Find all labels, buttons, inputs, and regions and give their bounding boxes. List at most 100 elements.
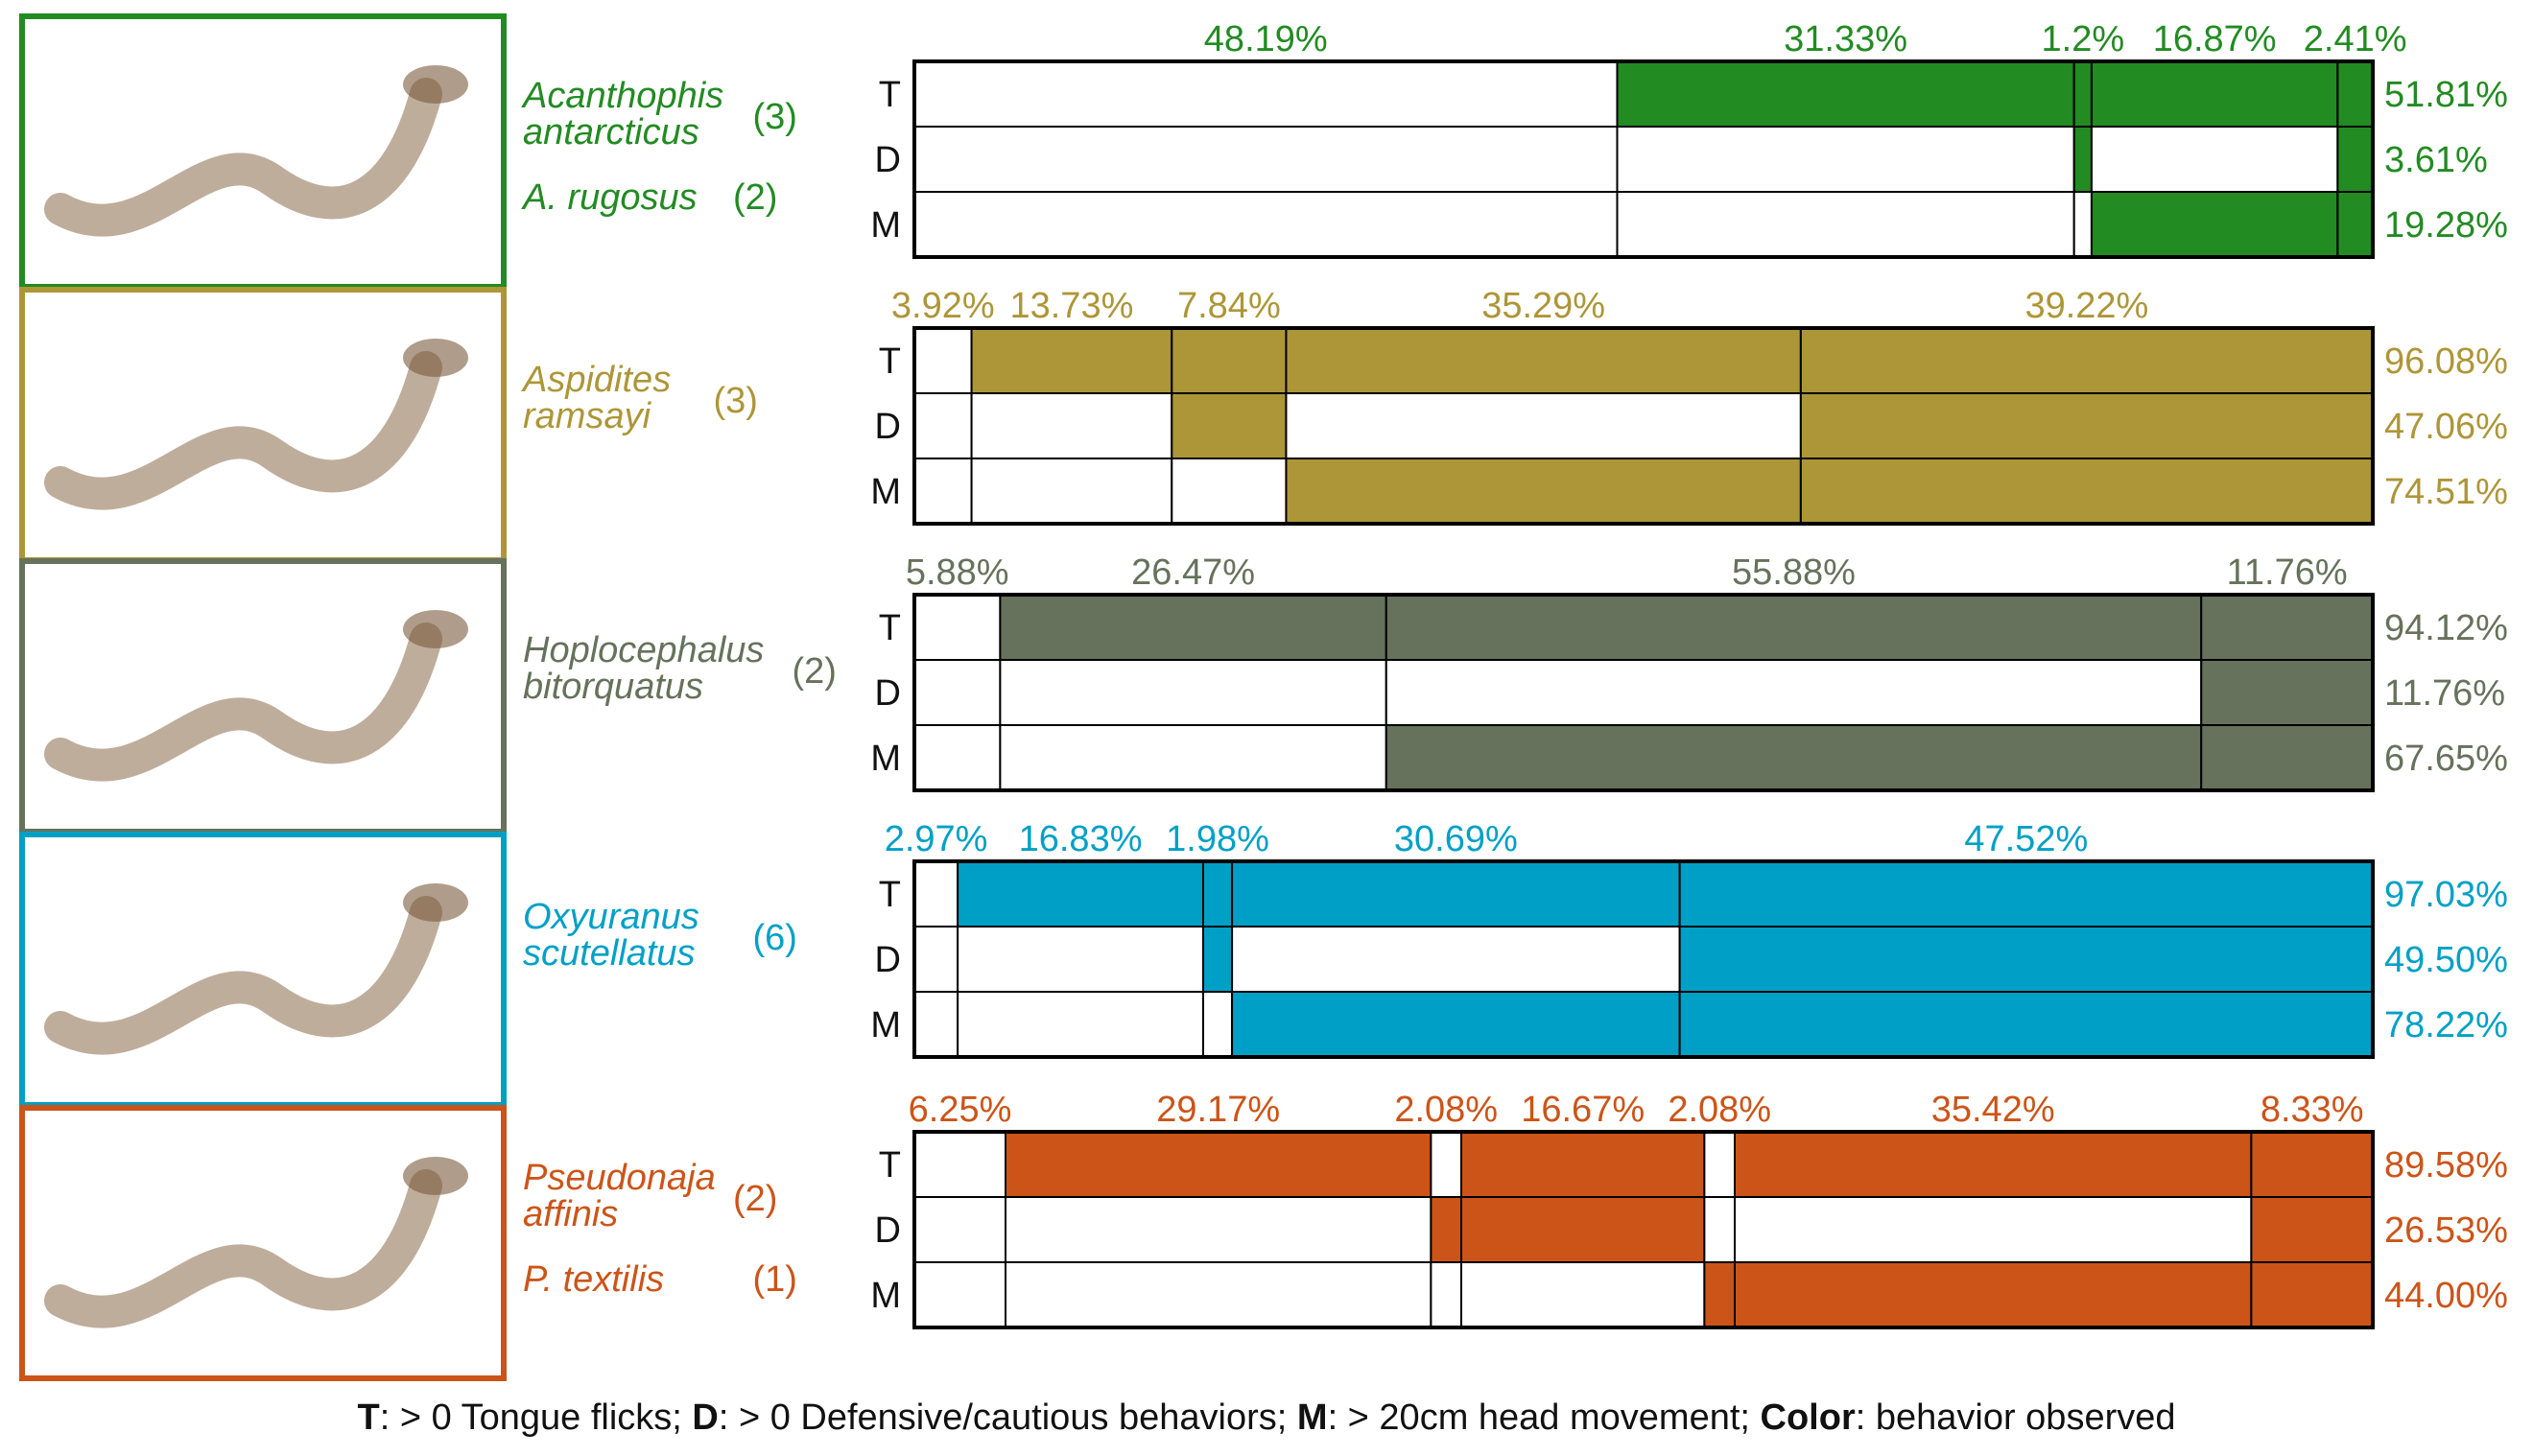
snake-photo-icon xyxy=(44,78,442,237)
legend-m-desc: : > 20cm head movement; xyxy=(1327,1397,1761,1438)
legend-m-key: M xyxy=(1296,1397,1328,1438)
bar-segment xyxy=(970,327,1173,394)
row-total-label: 49.50% xyxy=(2384,940,2508,980)
segment-label: 47.52% xyxy=(1964,819,2088,859)
bar-segment xyxy=(2072,60,2093,128)
species-name: ramsayi xyxy=(523,396,652,436)
segment-label: 1.2% xyxy=(2042,19,2125,59)
bar-segment xyxy=(999,659,1387,726)
segment-label: 2.08% xyxy=(1394,1090,1498,1130)
species-name: Pseudonaja xyxy=(523,1158,716,1198)
species-name: Acanthophis xyxy=(521,76,723,116)
segment-label: 6.25% xyxy=(909,1090,1012,1130)
row-total-label: 44.00% xyxy=(2384,1276,2508,1316)
segment-label: 29.17% xyxy=(1156,1090,1280,1130)
species-name: Aspidites xyxy=(521,360,671,400)
row-label: M xyxy=(870,1276,901,1316)
row-label: D xyxy=(875,1210,901,1251)
bar-segment xyxy=(2336,191,2374,258)
bar-segment xyxy=(1799,327,2374,394)
row-total-label: 74.51% xyxy=(2384,472,2508,512)
species-name: Hoplocephalus xyxy=(523,630,764,670)
species-name: P. textilis xyxy=(523,1259,664,1300)
photo-frame xyxy=(19,13,507,290)
bar-frame xyxy=(912,593,2375,792)
segment-label: 2.97% xyxy=(885,819,988,859)
bar-segment xyxy=(1460,1131,1706,1198)
bar-segment xyxy=(1171,458,1288,525)
bar-frame xyxy=(912,1130,2375,1329)
row-label: T xyxy=(879,341,901,382)
bar-segment xyxy=(2200,724,2375,791)
bar-segment xyxy=(1430,1131,1463,1198)
snake-head-icon xyxy=(403,339,468,377)
row-label: M xyxy=(870,472,901,512)
species-count: (2) xyxy=(793,651,837,692)
bar-frame xyxy=(912,859,2375,1059)
row-total-label: 94.12% xyxy=(2384,608,2508,648)
species-count: (2) xyxy=(733,177,777,218)
segment-label: 31.33% xyxy=(1784,19,1907,59)
segment-label: 13.73% xyxy=(1009,286,1133,326)
row-label: D xyxy=(875,407,901,447)
row-total-label: 67.65% xyxy=(2384,739,2508,779)
species-name: antarcticus xyxy=(523,112,699,153)
bar-segment xyxy=(2072,191,2093,258)
bar-segment xyxy=(2090,126,2339,193)
segment-label: 16.83% xyxy=(1019,819,1143,859)
species-name: affinis xyxy=(523,1194,618,1234)
bar-segment xyxy=(1430,1261,1463,1328)
bar-segment xyxy=(2200,594,2375,661)
row-label: M xyxy=(870,1005,901,1045)
row-label: T xyxy=(879,1145,901,1186)
segment-label: 39.22% xyxy=(2024,286,2148,326)
bar-segment xyxy=(1005,1261,1432,1328)
row-label: D xyxy=(875,140,901,180)
species-count: (2) xyxy=(733,1179,777,1219)
segment-label: 8.33% xyxy=(2261,1090,2364,1130)
bar-segment xyxy=(2072,126,2093,193)
bar-segment xyxy=(1231,991,1681,1058)
species-count: (6) xyxy=(753,918,797,958)
bar-segment xyxy=(1616,60,2075,128)
bar-segment xyxy=(2200,659,2375,726)
snake-photo-icon xyxy=(44,622,442,782)
row-label: M xyxy=(870,739,901,779)
bar-segment xyxy=(1201,991,1234,1058)
bar-segment xyxy=(1703,1261,1737,1328)
segment-label: 11.76% xyxy=(2227,552,2348,593)
bar-segment xyxy=(1678,991,2374,1058)
photo-frame xyxy=(19,1105,507,1381)
snake-head-icon xyxy=(403,65,468,104)
bar-segment xyxy=(970,458,1173,525)
row-label: T xyxy=(879,608,901,648)
species-count: (3) xyxy=(714,381,758,421)
bar-segment xyxy=(1285,327,1802,394)
bar-segment xyxy=(913,1131,1006,1198)
legend-t-desc: : > 0 Tongue flicks; xyxy=(379,1397,693,1438)
species-name: Oxyuranus xyxy=(523,897,699,937)
photo-frame xyxy=(19,832,507,1108)
species-name: scutellatus xyxy=(523,933,696,974)
bar-segment xyxy=(957,860,1204,928)
bar-segment xyxy=(1678,926,2374,993)
bar-segment xyxy=(913,724,1002,791)
row-label: D xyxy=(875,940,901,980)
bar-segment xyxy=(1734,1196,2253,1263)
bar-segment xyxy=(1285,392,1802,459)
bar-segment xyxy=(1285,458,1802,525)
row-total-label: 47.06% xyxy=(2384,407,2508,447)
legend-color-desc: : behavior observed xyxy=(1855,1397,2176,1438)
bar-segment xyxy=(913,60,1619,128)
bar-segment xyxy=(1385,594,2203,661)
bar-frame xyxy=(912,59,2375,259)
bar-segment xyxy=(913,860,959,928)
row-label: D xyxy=(875,673,901,714)
snake-photo-icon xyxy=(44,1169,442,1328)
species-name: A. rugosus xyxy=(521,177,698,218)
segment-label: 2.41% xyxy=(2304,19,2407,59)
snake-head-icon xyxy=(403,883,468,922)
snake-photo-icon xyxy=(44,351,442,510)
photo-frame xyxy=(19,558,507,834)
